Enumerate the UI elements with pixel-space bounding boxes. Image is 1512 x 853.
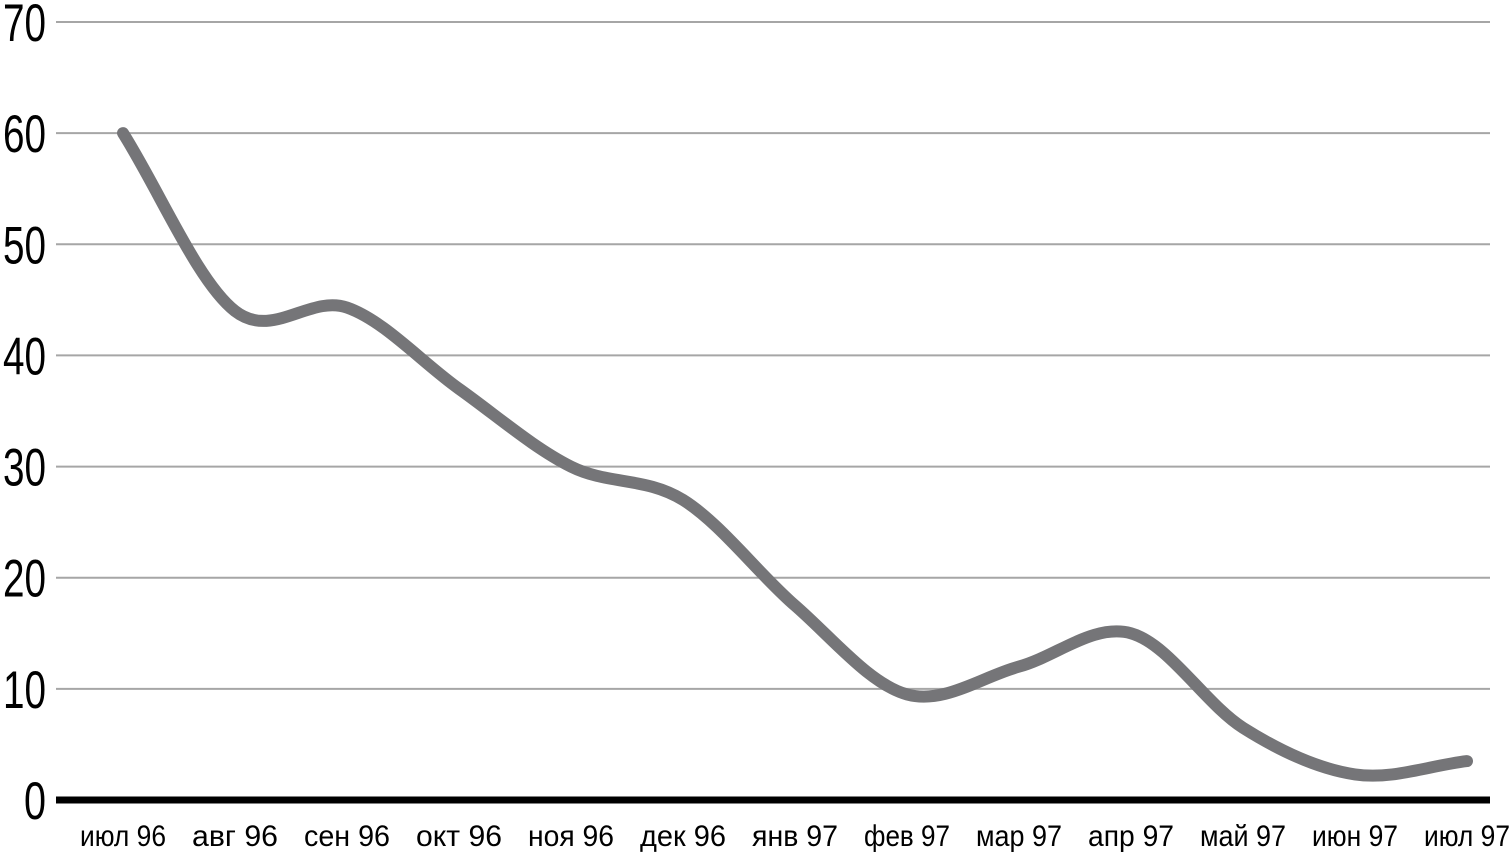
x-tick-labels-group: июл 96 авг 96 сен 96 окт 96 ноя 96 дек 96 янв … <box>80 820 1510 853</box>
y-tick-label: 50 <box>3 216 46 275</box>
y-tick-label: 10 <box>3 661 46 720</box>
x-tick-label: янв 97 <box>752 820 838 853</box>
x-tick-label: сен 96 <box>304 820 390 853</box>
y-tick-label: 40 <box>3 327 46 386</box>
x-tick-label: мар 97 <box>976 820 1062 853</box>
y-tick-label: 30 <box>3 439 46 498</box>
x-tick-label: июл 97 <box>1424 820 1510 853</box>
x-tick-label: авг 96 <box>192 820 278 853</box>
data-series-line <box>117 127 1473 782</box>
y-tick-label: 20 <box>3 550 46 609</box>
x-tick-label: фев 97 <box>864 820 950 853</box>
gridlines-group <box>56 21 1490 690</box>
x-tick-label: июл 96 <box>80 820 166 853</box>
y-tick-label: 70 <box>3 0 46 53</box>
x-tick-label: окт 96 <box>416 820 502 853</box>
x-tick-label: июн 97 <box>1312 820 1398 853</box>
x-tick-label: дек 96 <box>640 820 726 853</box>
y-tick-labels-group: 0 10 20 30 40 50 60 70 <box>3 0 46 831</box>
x-tick-label: май 97 <box>1200 820 1286 853</box>
x-tick-label: апр 97 <box>1088 820 1174 853</box>
y-tick-label: 60 <box>3 105 46 164</box>
y-tick-label: 0 <box>24 772 46 831</box>
x-tick-label: ноя 96 <box>528 820 614 853</box>
